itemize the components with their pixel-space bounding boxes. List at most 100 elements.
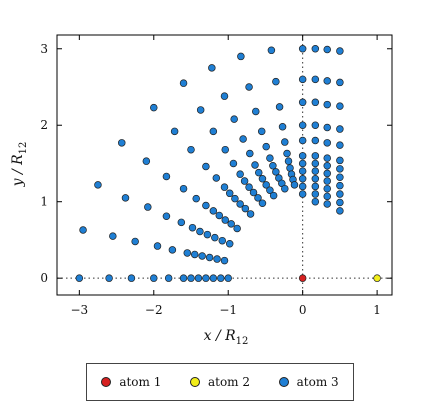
atom-3-point bbox=[202, 162, 210, 171]
atom-3-point bbox=[311, 182, 320, 191]
atom-3-point bbox=[179, 79, 188, 87]
atom-3-point bbox=[323, 77, 331, 85]
atom-3-point bbox=[245, 83, 253, 91]
y-tick-label: 3 bbox=[40, 42, 48, 56]
legend-marker-atom-3 bbox=[278, 377, 289, 387]
atom-3-point bbox=[236, 200, 244, 208]
atom-3-point bbox=[230, 115, 238, 123]
x-tick-label: −1 bbox=[219, 303, 237, 317]
atom-3-point bbox=[162, 172, 171, 181]
atom-3-point bbox=[179, 184, 188, 193]
legend-entry-atom-1: atom 1 bbox=[101, 375, 161, 389]
atom-3-point bbox=[298, 175, 307, 183]
atom-3-point bbox=[196, 106, 205, 114]
atom-3-point bbox=[298, 182, 307, 191]
atom-3-point bbox=[220, 92, 229, 100]
atom-3-point bbox=[311, 45, 320, 53]
atom-3-point bbox=[311, 167, 320, 175]
atom-3-point bbox=[142, 157, 151, 165]
atom-3-point bbox=[105, 274, 113, 282]
atom-3-point bbox=[311, 159, 320, 168]
atom-3-point bbox=[262, 181, 270, 189]
atom-3-point bbox=[336, 190, 344, 198]
atom-3-point bbox=[190, 250, 199, 259]
atom-3-point bbox=[144, 203, 152, 211]
atom-3-point bbox=[298, 136, 307, 145]
atom-3-point bbox=[323, 100, 331, 109]
atom-3-point bbox=[311, 121, 320, 129]
atom-3-point bbox=[198, 252, 206, 260]
y-tick-label: 1 bbox=[40, 195, 48, 209]
atom-3-point bbox=[286, 164, 294, 172]
atom-3-point bbox=[209, 127, 218, 136]
atom-3-point bbox=[283, 149, 291, 158]
atom-3-point bbox=[187, 274, 195, 282]
atom-3-point bbox=[229, 159, 238, 168]
legend-label-atom-3: atom 3 bbox=[296, 375, 339, 389]
atom-3-point bbox=[336, 78, 344, 87]
atom-3-point bbox=[257, 127, 266, 136]
legend-marker-atom-1 bbox=[101, 377, 112, 387]
atom-3-point bbox=[118, 139, 126, 147]
atom-3-point bbox=[298, 159, 307, 168]
atom-3-point bbox=[221, 145, 229, 154]
atom-3-point bbox=[311, 190, 320, 198]
atom-3-point bbox=[266, 186, 274, 194]
atom-3-point bbox=[266, 154, 274, 162]
atom-3-point bbox=[170, 127, 179, 136]
atom-3-point bbox=[311, 136, 320, 145]
atom-3-point bbox=[267, 46, 276, 55]
atom-3-point bbox=[311, 75, 320, 84]
atom-2-point bbox=[373, 274, 381, 282]
atom-3-point bbox=[211, 233, 219, 242]
atom-3-point bbox=[254, 168, 263, 177]
x-tick-label: −2 bbox=[145, 303, 163, 317]
atom-3-point bbox=[164, 274, 173, 282]
atom-3-point bbox=[220, 183, 229, 191]
atom-3-point bbox=[251, 161, 259, 169]
atom-3-point bbox=[336, 102, 344, 110]
atom-3-point bbox=[245, 183, 253, 191]
legend-label-atom-2: atom 2 bbox=[207, 375, 250, 389]
atom-3-point bbox=[208, 64, 216, 72]
atom-3-point bbox=[225, 189, 234, 198]
atom-3-point bbox=[254, 194, 262, 202]
atom-3-point bbox=[179, 274, 188, 282]
atom-3-point bbox=[336, 173, 344, 181]
atom-3-point bbox=[290, 181, 299, 189]
atom-3-point bbox=[194, 274, 203, 282]
x-tick-label: 0 bbox=[299, 303, 307, 317]
atom-1-point bbox=[298, 274, 307, 282]
atom-3-point bbox=[202, 201, 210, 210]
atom-3-point bbox=[284, 157, 293, 165]
atom-3-point bbox=[240, 177, 249, 185]
atom-3-point bbox=[218, 236, 227, 245]
legend-label-atom-1: atom 1 bbox=[119, 375, 162, 389]
atom-3-point bbox=[298, 167, 307, 175]
atom-3-point bbox=[323, 184, 331, 193]
atom-3-point bbox=[225, 240, 234, 248]
atom-3-point bbox=[269, 162, 277, 170]
y-tick-label: 0 bbox=[40, 271, 48, 285]
atom-3-point bbox=[336, 207, 344, 215]
atom-3-point bbox=[212, 174, 221, 182]
atom-3-point bbox=[153, 242, 162, 250]
atom-3-point bbox=[188, 223, 197, 232]
atom-3-point bbox=[75, 274, 84, 282]
atom-3-point bbox=[249, 188, 258, 197]
atom-3-point bbox=[323, 177, 331, 185]
x-tick-label: 1 bbox=[373, 303, 381, 317]
atom-3-point bbox=[281, 184, 289, 193]
atom-3-point bbox=[298, 45, 307, 53]
legend-entry-atom-3: atom 3 bbox=[278, 375, 339, 389]
atom-3-point bbox=[246, 149, 254, 158]
atom-3-point bbox=[239, 135, 247, 143]
atom-3-point bbox=[336, 198, 344, 207]
atom-3-point bbox=[209, 207, 218, 215]
plot-area: −3 −2 −1 0 1 0 1 2 3 bbox=[40, 34, 393, 317]
atom-3-point bbox=[150, 103, 158, 112]
atom-3-point bbox=[192, 194, 200, 203]
atom-3-point bbox=[121, 194, 130, 202]
atom-3-point bbox=[311, 197, 320, 206]
